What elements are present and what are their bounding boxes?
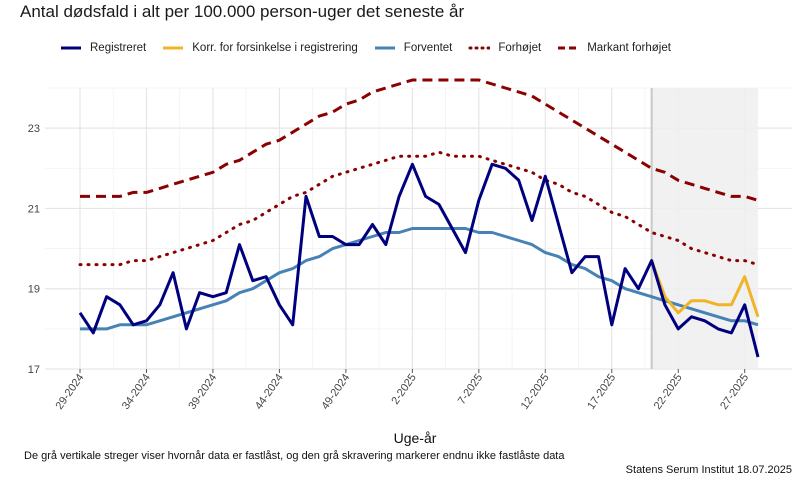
legend-swatch-markant <box>558 46 579 50</box>
legend-label-forhoejet: Forhøjet <box>498 42 542 54</box>
legend-label-registreret: Registreret <box>90 42 147 54</box>
legend-item-forventet: Forventet <box>374 42 453 54</box>
legend-item-registreret: Registreret <box>60 42 146 54</box>
x-tick-label: 2-2025 <box>389 372 418 407</box>
line-registreret <box>78 162 760 358</box>
x-tick-label: 12-2025 <box>519 372 552 412</box>
x-tick-label: 7-2025 <box>456 372 485 407</box>
line-korrigeret <box>650 260 760 318</box>
y-tick-label: 23 <box>28 123 40 135</box>
legend: Registreret Korr. for forsinkelse i regi… <box>60 42 687 54</box>
x-tick-label: 39-2024 <box>186 372 219 412</box>
chart-title: Antal dødsfald i alt per 100.000 person-… <box>20 2 465 21</box>
source-note: Statens Serum Institut 18.07.2025 <box>625 464 792 476</box>
x-axis-title: Uge-år <box>393 430 437 446</box>
y-tick-label: 19 <box>28 284 40 296</box>
legend-item-korrigeret: Korr. for forsinkelse i registrering <box>162 42 358 54</box>
y-tick-label: 17 <box>28 364 40 376</box>
line-markant-forhoejet <box>80 78 759 202</box>
legend-label-forventet: Forventet <box>403 42 453 54</box>
x-tick-label: 17-2025 <box>585 372 618 412</box>
x-tick-label: 49-2024 <box>319 372 352 412</box>
legend-label-markant: Markant forhøjet <box>587 42 671 54</box>
x-tick-label: 22-2025 <box>652 372 685 412</box>
unlocked-data-shade <box>651 88 758 369</box>
legend-swatch-forventet <box>374 46 395 50</box>
legend-swatch-korrigeret <box>163 46 184 50</box>
legend-item-markant-forhoejet: Markant forhøjet <box>557 42 671 54</box>
legend-label-korrigeret: Korr. for forsinkelse i registrering <box>192 42 358 54</box>
line-forhoejet <box>78 150 760 267</box>
x-tick-label: 34-2024 <box>120 372 153 412</box>
legend-swatch-registreret <box>61 46 81 50</box>
legend-item-forhoejet: Forhøjet <box>468 42 541 54</box>
y-tick-label: 21 <box>28 203 40 215</box>
x-tick-label: 29-2024 <box>53 372 86 412</box>
caption: De grå vertikale streger viser hvornår d… <box>24 450 565 462</box>
x-tick-label: 27-2025 <box>718 372 751 412</box>
x-tick-label: 44-2024 <box>253 372 286 412</box>
